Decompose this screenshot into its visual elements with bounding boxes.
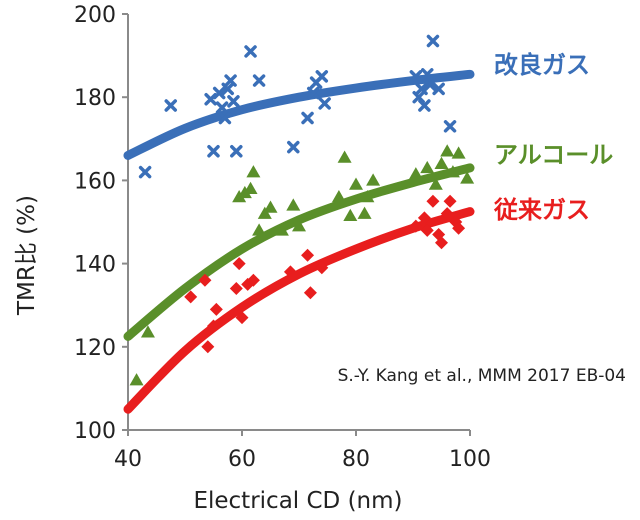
improved-gas-point [409,70,423,83]
alcohol-point [428,177,443,190]
improved-gas-point [224,74,237,87]
conventional-gas-point [198,273,212,287]
improved-gas-point [315,70,329,83]
improved-gas-point [307,86,320,100]
improved-gas-point [318,97,331,110]
conventional-gas-point [232,257,246,271]
data-points [129,34,475,386]
improved-gas-point [215,101,229,114]
alcohol-point [286,198,301,211]
conventional-gas-point [303,286,317,300]
conventional-gas-point [207,319,220,333]
improved-gas-point [138,165,152,179]
conventional-gas-point [283,265,297,279]
conventional-gas-point [420,223,434,237]
fit-curves [123,69,475,414]
conventional-gas-point [417,211,431,225]
x-tick-label: 40 [114,447,142,472]
y-axis-label: TMR比 (%) [14,195,40,316]
alcohol-point [331,190,346,203]
improved-gas-point [443,120,457,133]
improved-gas-point [432,82,445,96]
improved-gas-point [301,111,314,125]
x-axis-label: Electrical CD (nm) [193,488,402,514]
alcohol-point [246,165,261,178]
citation-note: S.-Y. Kang et al., MMM 2017 EB-04 [338,366,626,386]
alcohol-point [349,177,363,190]
alcohol-point [343,208,358,222]
alcohol-point [440,144,455,157]
y-tick-label: 100 [74,419,116,444]
improved-gas-point [418,99,431,112]
improved-gas-point [230,145,243,158]
improved-gas-point [164,99,177,112]
alcohol-point [357,206,372,219]
conventional-gas-point [315,261,329,275]
alcohol-point [434,156,449,170]
improved-gas-label: 改良ガス [494,51,590,79]
alcohol-point [263,200,278,213]
alcohol-fit-curve [123,163,475,341]
improved-gas-point [212,86,226,100]
y-tick-label: 180 [74,86,116,111]
improved-gas-point [252,74,266,87]
improved-gas-point [218,111,232,125]
axes: 100 120 140 160 180 200 40 60 80 100 [74,3,491,472]
improved-gas-point [244,45,257,58]
improved-gas-point [421,68,434,81]
y-tick-label: 200 [74,3,116,28]
x-tick-label: 100 [449,447,491,472]
conventional-gas-point [435,236,448,250]
alcohol-point [420,160,435,174]
y-tick-label: 120 [74,336,116,361]
conventional-gas-point [301,248,315,262]
conventional-gas-label: 従来ガス [493,196,590,224]
alcohol-point [445,165,460,178]
alcohol-point [257,206,272,219]
y-tick-label: 160 [74,169,116,194]
conventional-gas-point [184,290,198,304]
conventional-gas-point [440,207,454,221]
conventional-gas-point [235,311,249,325]
alcohol-point [252,223,267,236]
improved-gas-point [423,78,437,91]
conventional-gas-point [201,340,215,354]
conventional-gas-point [426,194,440,208]
improved-gas-point [415,82,428,96]
alcohol-point [337,150,352,163]
alcohol-point [460,171,475,184]
alcohol-point [140,325,155,338]
conventional-gas-point [443,194,457,208]
x-tick-label: 60 [228,447,256,472]
improved-gas-point [207,145,220,158]
conventional-gas-point [452,221,466,235]
conventional-gas-point [229,282,243,296]
alcohol-point [360,190,375,203]
alcohol-point [366,173,381,186]
improved-gas-point [227,95,240,108]
improved-gas-point [426,34,440,48]
alcohol-point [243,181,258,194]
alcohol-point [451,146,466,159]
alcohol-point [292,219,306,232]
alcohol-point [129,373,144,386]
alcohol-point [274,223,289,236]
improved-gas-point [287,140,300,154]
y-tick-label: 140 [74,253,116,278]
conventional-gas-point [209,302,223,316]
conventional-gas-point [246,273,260,287]
alcohol-point [408,167,423,180]
conventional-gas-point [409,219,423,233]
alcohol-label: アルコール [494,141,613,169]
x-tick-label: 80 [342,447,370,472]
